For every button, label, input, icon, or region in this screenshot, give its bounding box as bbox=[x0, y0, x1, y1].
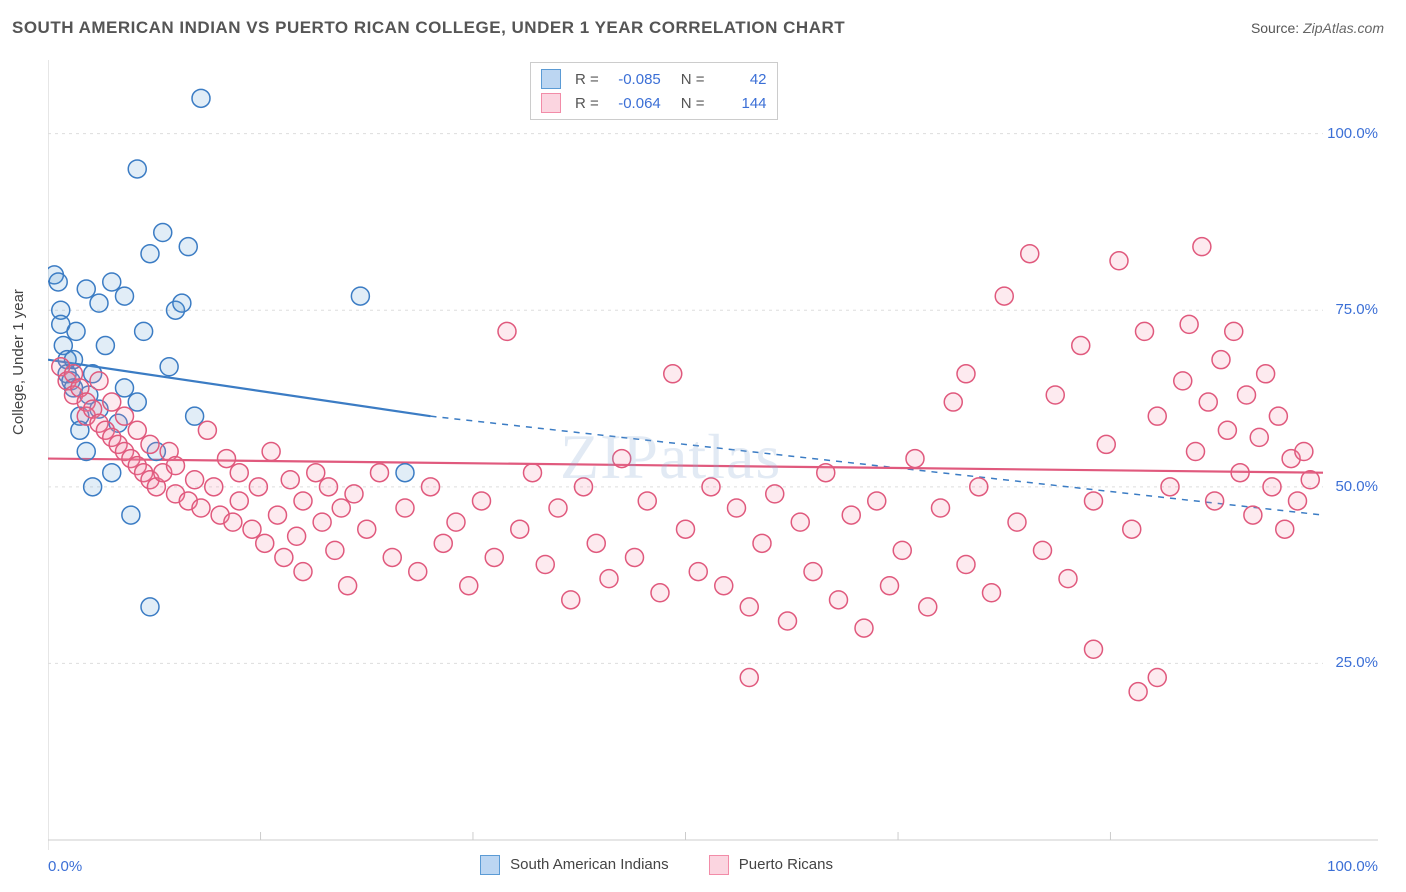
legend-item-1: South American Indians bbox=[480, 855, 669, 875]
n-label: N = bbox=[681, 71, 705, 88]
r-label: R = bbox=[575, 71, 599, 88]
y-tick: 25.0% bbox=[1335, 654, 1378, 671]
y-axis-label: College, Under 1 year bbox=[10, 289, 27, 435]
watermark: ZIPatlas bbox=[560, 420, 781, 494]
source-attribution: Source: ZipAtlas.com bbox=[1251, 20, 1384, 36]
r-value-2: -0.064 bbox=[607, 95, 661, 112]
legend-label-1: South American Indians bbox=[510, 856, 668, 873]
x-tick-min: 0.0% bbox=[48, 858, 82, 875]
legend-swatch-2 bbox=[709, 855, 729, 875]
x-tick-max: 100.0% bbox=[1327, 858, 1378, 875]
chart-title: SOUTH AMERICAN INDIAN VS PUERTO RICAN CO… bbox=[12, 18, 845, 38]
source-value: ZipAtlas.com bbox=[1303, 20, 1384, 36]
y-tick: 75.0% bbox=[1335, 301, 1378, 318]
r-label: R = bbox=[575, 95, 599, 112]
legend-row-1: R = -0.085 N = 42 bbox=[541, 67, 767, 91]
y-tick: 100.0% bbox=[1327, 125, 1378, 142]
correlation-legend: R = -0.085 N = 42 R = -0.064 N = 144 bbox=[530, 62, 778, 120]
source-label: Source: bbox=[1251, 20, 1299, 36]
y-tick: 50.0% bbox=[1335, 478, 1378, 495]
legend-row-2: R = -0.064 N = 144 bbox=[541, 91, 767, 115]
legend-swatch-blue bbox=[541, 69, 561, 89]
legend-swatch-1 bbox=[480, 855, 500, 875]
legend-label-2: Puerto Ricans bbox=[739, 856, 833, 873]
n-value-2: 144 bbox=[713, 95, 767, 112]
n-value-1: 42 bbox=[713, 71, 767, 88]
series-legend: South American Indians Puerto Ricans bbox=[480, 855, 833, 875]
r-value-1: -0.085 bbox=[607, 71, 661, 88]
legend-item-2: Puerto Ricans bbox=[709, 855, 833, 875]
legend-swatch-pink bbox=[541, 93, 561, 113]
n-label: N = bbox=[681, 95, 705, 112]
